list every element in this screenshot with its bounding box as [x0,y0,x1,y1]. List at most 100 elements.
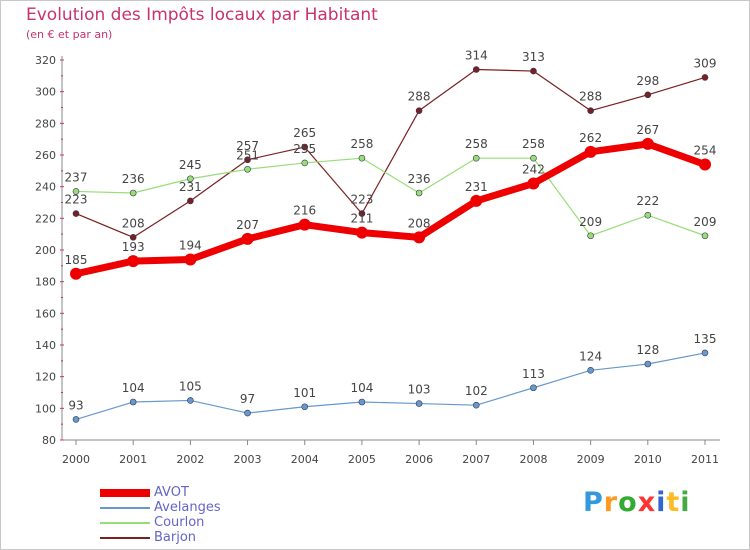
data-label-avelanges: 102 [465,384,488,398]
data-label-avot: 267 [636,123,659,137]
data-label-courlon: 255 [293,142,316,156]
data-point-barjon [644,91,652,99]
data-label-courlon: 222 [636,194,659,208]
data-point-avelanges [644,360,652,368]
series-line-courlon [75,157,706,237]
logo-letter: i [680,487,691,518]
data-point-avelanges [472,401,480,409]
data-point-avot [298,218,311,231]
y-tick-label: 260 [35,149,56,162]
data-label-avelanges: 104 [122,381,145,395]
data-label-avot: 194 [179,239,202,253]
data-point-barjon [187,197,194,205]
data-point-courlon [415,189,423,197]
data-point-barjon [129,234,137,241]
data-point-avelanges [415,400,423,407]
data-label-courlon: 237 [65,170,88,184]
data-point-avot [413,231,426,244]
data-label-courlon: 236 [408,172,431,186]
data-point-avelanges [72,416,80,423]
x-tick-label: 2009 [577,453,605,466]
data-label-avelanges: 113 [522,367,545,381]
data-label-barjon: 288 [579,90,602,104]
x-tick-label: 2002 [176,453,204,466]
data-label-barjon: 313 [522,50,545,64]
data-label-avot: 231 [465,180,488,194]
data-label-barjon: 298 [636,74,659,88]
data-point-courlon [301,159,309,167]
data-label-avelanges: 103 [408,383,431,397]
data-point-courlon [244,165,251,173]
data-label-barjon: 208 [122,216,145,230]
data-label-avelanges: 105 [179,379,202,393]
chart-subtitle: (en € et par an) [26,28,113,41]
legend-swatch-courlon [100,522,150,524]
data-point-barjon [701,74,709,81]
data-point-avelanges [358,398,366,406]
series-line-avelanges [75,352,706,421]
data-label-avot: 262 [579,131,602,145]
x-tick-label: 2006 [405,453,433,466]
data-point-avelanges [587,367,594,374]
data-point-courlon [587,232,594,240]
data-label-avot: 211 [350,212,373,226]
data-point-courlon [472,154,480,162]
data-point-avot [470,194,483,207]
x-tick-label: 2007 [462,453,490,466]
data-label-barjon: 223 [350,193,373,207]
data-point-avelanges [244,409,251,417]
data-point-avelanges [187,397,194,404]
data-point-barjon [530,67,537,75]
data-point-courlon [530,154,537,162]
data-label-barjon: 288 [408,90,431,104]
data-point-courlon [72,188,80,195]
y-tick-label: 300 [35,86,56,99]
logo-letter: t [666,487,681,518]
y-tick-label: 220 [35,212,56,225]
data-point-barjon [472,66,480,73]
data-point-barjon [415,107,423,114]
data-label-courlon: 258 [350,137,373,151]
x-tick-label: 2005 [348,453,376,466]
data-label-avot: 242 [522,163,545,177]
legend-label-avot: AVOT [154,485,189,500]
legend-swatch-avelanges [100,507,150,509]
data-point-courlon [358,154,366,162]
data-point-avot [70,267,82,280]
data-point-avot [641,137,654,150]
y-tick-label: 120 [35,371,56,384]
data-point-avot [127,255,140,268]
legend-label-barjon: Barjon [154,530,197,545]
legend-label-courlon: Courlon [154,515,205,530]
data-label-avot: 193 [122,240,145,254]
data-point-avot [355,226,368,239]
y-tick-label: 100 [35,402,56,415]
data-label-courlon: 258 [465,137,488,151]
data-point-avot [584,145,597,158]
data-label-avot: 216 [293,204,316,218]
x-tick-label: 2004 [291,453,319,466]
data-label-avelanges: 135 [694,332,717,346]
data-label-barjon: 223 [65,193,88,207]
logo-letter: x [637,487,657,518]
x-tick-label: 2011 [691,453,719,466]
data-label-avot: 207 [236,218,259,232]
data-label-courlon: 258 [522,137,545,151]
data-label-avelanges: 124 [579,349,602,363]
data-label-courlon: 236 [122,172,145,186]
data-label-avot: 208 [408,216,431,230]
data-label-barjon: 231 [179,180,202,194]
y-tick-label: 280 [35,117,56,130]
data-point-courlon [701,232,709,240]
series-line-barjon [75,68,706,238]
legend-label-avelanges: Avelanges [154,500,221,515]
data-point-avelanges [301,403,309,411]
data-label-courlon: 209 [694,215,717,229]
logo-letter: i [656,487,667,518]
data-label-avelanges: 93 [68,398,83,412]
y-tick-label: 180 [35,276,56,289]
logo-letter: P [583,487,604,518]
data-point-avot [241,232,254,245]
data-label-avelanges: 104 [350,381,373,395]
data-point-avelanges [129,398,137,406]
